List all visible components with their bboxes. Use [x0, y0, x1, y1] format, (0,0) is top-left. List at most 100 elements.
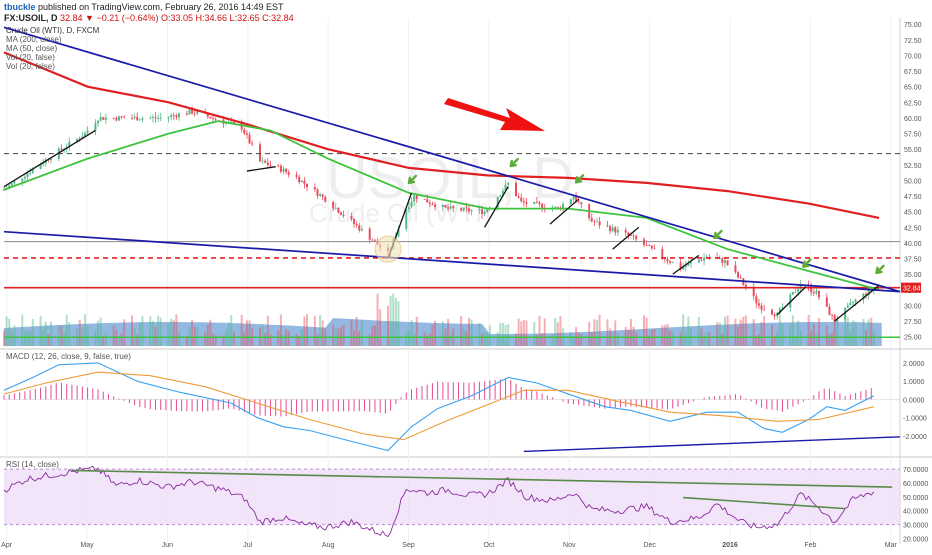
volume-bar — [355, 316, 358, 346]
candle-body — [865, 293, 868, 296]
short-trendline — [3, 129, 96, 188]
candle-body — [627, 232, 630, 236]
volume-bar — [321, 320, 324, 346]
candle-body — [849, 302, 852, 305]
price-y-tick: 50.00 — [904, 178, 922, 185]
macd-y-tick: 0.0000 — [903, 397, 925, 404]
candle-body — [170, 115, 173, 117]
candle-body — [123, 117, 126, 119]
candle-body — [188, 109, 191, 115]
volume-bar — [104, 332, 107, 346]
volume-bar — [10, 330, 13, 346]
green-arrow-marker — [802, 258, 812, 268]
volume-bar — [538, 315, 541, 346]
volume-bar — [94, 330, 97, 346]
volume-bar — [47, 334, 50, 346]
author-name[interactable]: tbuckle — [4, 2, 36, 12]
candle-body — [339, 212, 342, 215]
price-y-tick: 37.50 — [904, 257, 922, 264]
volume-bar — [185, 335, 188, 346]
candle-body — [763, 309, 766, 311]
candle-body — [240, 123, 243, 130]
candle-body — [520, 197, 523, 202]
candle-body — [13, 181, 16, 184]
candle-body — [629, 235, 632, 237]
candle-body — [245, 133, 248, 135]
candle-body — [133, 116, 136, 119]
volume-bar — [279, 314, 282, 346]
x-tick: Jul — [243, 542, 252, 549]
volume-bar — [559, 316, 562, 346]
candle-body — [721, 258, 724, 263]
candle-body — [83, 133, 86, 137]
candle-body — [355, 223, 358, 226]
candle-body — [684, 265, 687, 267]
candle-body — [342, 214, 345, 216]
volume-bar — [3, 330, 5, 346]
volume-bar — [515, 333, 517, 346]
candle-body — [554, 206, 557, 208]
candle-body — [191, 109, 194, 114]
candle-body — [277, 165, 280, 167]
volume-bar — [86, 325, 89, 346]
candle-body — [515, 182, 517, 197]
volume-bar — [282, 334, 285, 346]
candle-body — [739, 277, 742, 279]
volume-bar — [426, 335, 429, 346]
volume-bar — [807, 314, 810, 346]
volume-bar — [771, 324, 773, 346]
volume-bar — [590, 331, 593, 346]
x-tick: Feb — [804, 542, 816, 549]
volume-bar — [773, 335, 776, 346]
candle-body — [501, 190, 504, 196]
volume-bar — [734, 318, 737, 346]
candle-body — [682, 266, 685, 270]
candle-body — [609, 226, 612, 232]
rsi-trendline — [71, 469, 893, 488]
candle-body — [405, 209, 408, 229]
volume-bar — [227, 322, 230, 346]
volume-bar — [178, 332, 181, 346]
volume-bar — [350, 319, 353, 346]
volume-bar — [669, 330, 672, 346]
volume-bar — [42, 330, 45, 346]
candle-body — [773, 314, 776, 317]
candle-body — [60, 148, 63, 150]
volume-bar — [5, 316, 8, 346]
volume-bar — [407, 330, 410, 346]
candle-body — [486, 209, 489, 212]
volume-bar — [39, 315, 42, 346]
rsi-y-tick: 50.0000 — [903, 495, 928, 502]
volume-bar — [716, 322, 719, 346]
short-trendline — [484, 186, 509, 228]
volume-bar — [243, 332, 246, 346]
candle-body — [298, 176, 301, 183]
candle-body — [112, 117, 115, 119]
volume-bar — [211, 333, 214, 346]
price-y-axis: 75.00 72.50 70.00 67.50 65.00 62.50 60.00 57.50… — [904, 22, 922, 341]
candle-body — [415, 195, 418, 200]
rsi-y-tick: 20.0000 — [903, 536, 928, 543]
candle-body — [867, 289, 870, 296]
ma200-line — [3, 51, 880, 219]
candle-body — [650, 245, 653, 249]
candle-body — [306, 183, 309, 188]
volume-bar — [413, 333, 416, 346]
candle-body — [815, 290, 818, 294]
candle-body — [690, 262, 693, 264]
volume-bar — [31, 318, 34, 346]
price-label-box — [901, 282, 921, 293]
volume-bar — [23, 331, 26, 346]
candle-body — [525, 202, 528, 204]
candle-body — [462, 207, 465, 211]
volume-bar — [666, 324, 669, 346]
candle-body — [426, 199, 429, 203]
volume-bar — [833, 321, 836, 346]
volume-bar — [209, 319, 212, 346]
volume-bar — [580, 334, 583, 346]
candle-body — [282, 168, 285, 172]
volume-bar — [721, 333, 724, 346]
volume-bar — [520, 321, 523, 346]
candle-body — [266, 162, 269, 166]
volume-bar — [723, 316, 726, 346]
